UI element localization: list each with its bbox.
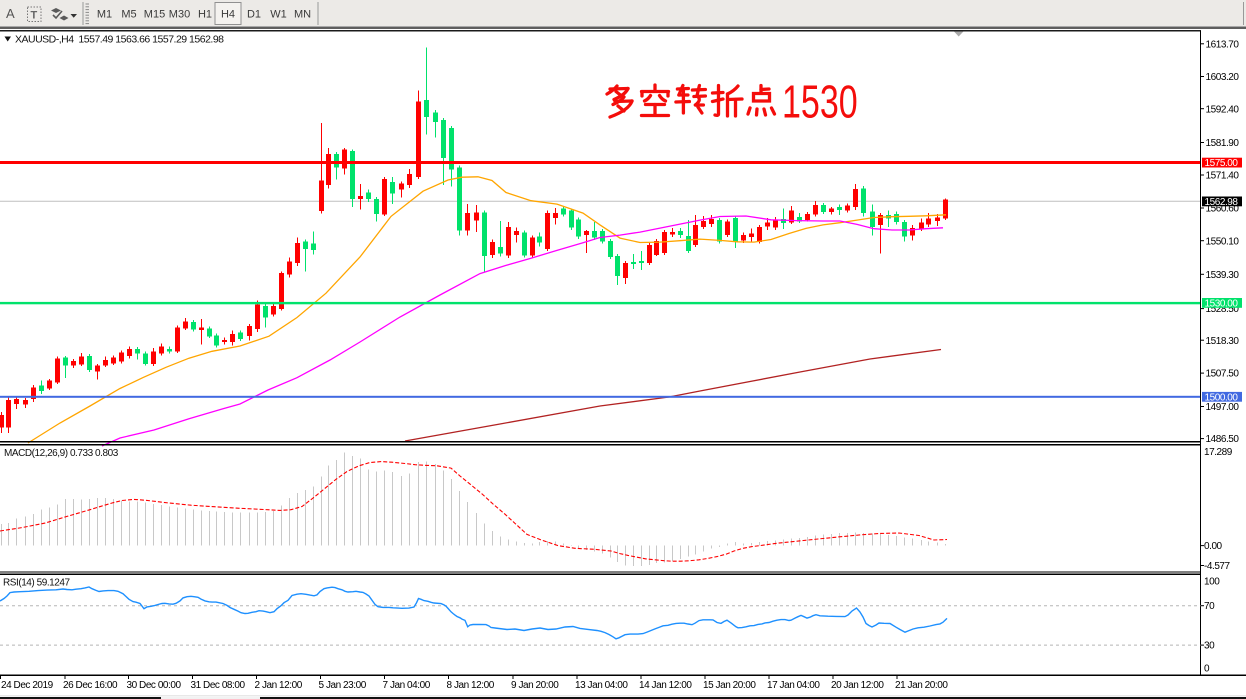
svg-text:M5: M5 xyxy=(121,9,136,21)
svg-text:1507.50: 1507.50 xyxy=(1206,369,1240,380)
svg-text:1550.10: 1550.10 xyxy=(1206,236,1240,247)
svg-text:31 Dec 08:00: 31 Dec 08:00 xyxy=(191,680,246,691)
svg-text:T: T xyxy=(31,10,38,22)
svg-text:1560.60: 1560.60 xyxy=(1206,204,1240,215)
svg-text:1603.20: 1603.20 xyxy=(1206,72,1240,83)
svg-text:0: 0 xyxy=(1204,664,1210,675)
svg-text:1562.98: 1562.98 xyxy=(1205,197,1239,208)
svg-text:1613.70: 1613.70 xyxy=(1206,39,1240,50)
svg-text:100: 100 xyxy=(1204,577,1220,588)
svg-text:13 Jan 04:00: 13 Jan 04:00 xyxy=(575,680,628,691)
svg-text:-4.577: -4.577 xyxy=(1204,561,1231,572)
svg-text:1530.00: 1530.00 xyxy=(1205,298,1239,309)
svg-text:1497.00: 1497.00 xyxy=(1206,402,1240,413)
svg-text:M1: M1 xyxy=(97,9,112,21)
svg-text:8 Jan 12:00: 8 Jan 12:00 xyxy=(447,680,495,691)
svg-text:1486.50: 1486.50 xyxy=(1206,434,1240,445)
svg-text:W1: W1 xyxy=(270,9,287,21)
svg-text:1539.30: 1539.30 xyxy=(1206,270,1240,281)
svg-text:17.289: 17.289 xyxy=(1204,447,1233,458)
svg-text:24 Dec 2019: 24 Dec 2019 xyxy=(1,680,54,691)
svg-text:70: 70 xyxy=(1204,601,1215,612)
svg-text:1592.40: 1592.40 xyxy=(1206,104,1240,115)
svg-text:H1: H1 xyxy=(198,9,212,21)
svg-text:1581.90: 1581.90 xyxy=(1206,138,1240,149)
svg-text:M15: M15 xyxy=(144,9,165,21)
svg-text:1518.30: 1518.30 xyxy=(1206,336,1240,347)
svg-text:26 Dec 16:00: 26 Dec 16:00 xyxy=(63,680,118,691)
svg-text:H4: H4 xyxy=(221,9,235,21)
svg-text:1530: 1530 xyxy=(782,75,858,127)
svg-text:0.00: 0.00 xyxy=(1204,541,1223,552)
svg-text:2 Jan 12:00: 2 Jan 12:00 xyxy=(255,680,303,691)
svg-text:1575.00: 1575.00 xyxy=(1205,158,1239,169)
svg-text:1571.40: 1571.40 xyxy=(1206,171,1240,182)
svg-text:20 Jan 12:00: 20 Jan 12:00 xyxy=(831,680,884,691)
svg-text:1528.50: 1528.50 xyxy=(1206,304,1240,315)
svg-text:30 Dec 00:00: 30 Dec 00:00 xyxy=(127,680,182,691)
svg-text:A: A xyxy=(6,6,15,21)
svg-text:RSI(14) 59.1247: RSI(14) 59.1247 xyxy=(3,578,71,589)
svg-text:MACD(12,26,9) 0.733 0.803: MACD(12,26,9) 0.733 0.803 xyxy=(4,448,119,459)
svg-text:XAUUSD-,H4 1557.49 1563.66 15: XAUUSD-,H4 1557.49 1563.66 1557.29 1562.… xyxy=(15,34,224,46)
svg-text:D1: D1 xyxy=(247,9,261,21)
svg-text:21 Jan 20:00: 21 Jan 20:00 xyxy=(895,680,948,691)
svg-text:9 Jan 20:00: 9 Jan 20:00 xyxy=(511,680,559,691)
svg-text:14 Jan 12:00: 14 Jan 12:00 xyxy=(639,680,692,691)
svg-text:MN: MN xyxy=(294,9,311,21)
svg-text:17 Jan 04:00: 17 Jan 04:00 xyxy=(767,680,820,691)
svg-text:5 Jan 23:00: 5 Jan 23:00 xyxy=(319,680,367,691)
svg-text:1500.00: 1500.00 xyxy=(1205,392,1239,403)
svg-text:M30: M30 xyxy=(169,9,190,21)
svg-text:30: 30 xyxy=(1204,641,1215,652)
svg-text:7 Jan 04:00: 7 Jan 04:00 xyxy=(383,680,431,691)
svg-text:15 Jan 20:00: 15 Jan 20:00 xyxy=(703,680,756,691)
